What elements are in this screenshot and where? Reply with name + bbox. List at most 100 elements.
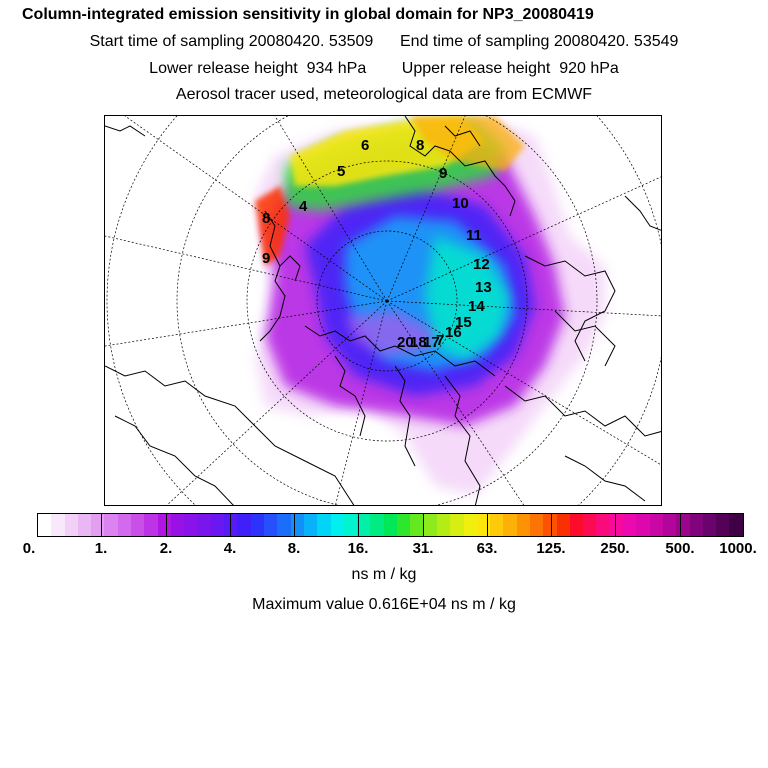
colorbar-swatch [410,514,424,536]
colorbar-swatch [689,514,703,536]
colorbar-tick [294,513,295,537]
day-label: 13 [475,279,492,296]
colorbar-tick [166,513,167,537]
day-label: 18 [410,334,427,351]
end-time: End time of sampling 20080420. 53549 [400,33,679,50]
colorbar-tick [680,513,681,537]
colorbar-swatch [91,514,105,536]
colorbar-swatch [583,514,597,536]
colorbar-swatch [250,514,265,536]
day-label: 16 [445,324,462,341]
colorbar-swatch [357,514,371,536]
colorbar-tick-label: 1000. [719,540,757,557]
colorbar-swatch [104,514,118,536]
colorbar-swatch [436,514,451,536]
map-canvas: 6 5 4 8 9 10 11 12 13 14 15 16 7 8 9 20 … [105,116,661,505]
colorbar-tick-label: 31. [412,540,434,557]
tracer-info: Aerosol tracer used, meteorological data… [175,86,593,103]
colorbar-swatch [636,514,650,536]
colorbar-swatch [463,514,477,536]
colorbar-swatch [77,514,92,536]
colorbar-swatch [184,514,198,536]
colorbar-swatch [450,514,464,536]
colorbar-tick-label: 4. [223,540,237,557]
colorbar-swatch [676,514,690,536]
day-label: 17 [423,334,440,351]
day-label: 8 [262,210,270,227]
sensitivity-map: 6 5 4 8 9 10 11 12 13 14 15 16 7 8 9 20 … [104,115,662,506]
upper-release-height: Upper release height 920 hPa [401,60,619,77]
colorbar-swatch [303,514,318,536]
colorbar-unit: ns m / kg [351,566,417,583]
colorbar-swatch [264,514,278,536]
colorbar-swatch [543,514,557,536]
colorbar-swatch [157,514,171,536]
colorbar-tick [423,513,424,537]
sampling-times: Start time of sampling 20080420. 53509 E… [0,33,768,51]
colorbar-tick [551,513,552,537]
maximum-value: Maximum value 0.616E+04 ns m / kg [252,596,516,613]
colorbar-tick-label: 250. [600,540,630,557]
graticule [105,116,661,505]
colorbar-swatch [290,514,304,536]
day-label: 7 [436,332,444,349]
emission-plume [255,116,605,496]
day-label: 10 [452,195,469,212]
colorbar-tick [101,513,102,537]
colorbar-swatch [237,514,251,536]
colorbar-swatch [51,514,65,536]
colorbar-swatch [596,514,610,536]
colorbar-swatch [170,514,185,536]
trajectory-labels: 6 5 4 8 9 10 11 12 13 14 15 16 7 8 9 20 … [262,137,492,351]
colorbar-swatch [117,514,132,536]
colorbar-tick [358,513,359,537]
day-label: 20 [397,334,414,351]
colorbar-tick-label: 16. [347,540,369,557]
day-label: 5 [337,163,345,180]
colorbar-swatch [330,514,344,536]
colorbar-tick-label: 2. [159,540,173,557]
start-time: Start time of sampling 20080420. 53509 [89,33,374,50]
colorbar-swatch [490,514,504,536]
day-label: 9 [262,250,270,267]
colorbar-tick-label: 8. [287,540,301,557]
colorbar-swatch [197,514,211,536]
day-label: 9 [439,165,447,182]
colorbar-swatch [131,514,145,536]
day-label: 4 [299,198,308,215]
day-label: 14 [468,298,485,315]
colorbar-swatch [397,514,411,536]
colorbar-swatch [556,514,570,536]
day-label: 8 [416,137,424,154]
colorbar-swatch [623,514,637,536]
day-label: 6 [361,137,369,154]
colorbar-swatch [516,514,530,536]
colorbar-swatch [343,514,358,536]
colorbar-swatch [529,514,544,536]
colorbar-swatch [609,514,624,536]
day-label: 11 [466,227,482,244]
map-title: Column-integrated emission sensitivity i… [22,6,594,23]
colorbar [37,513,744,537]
lower-release-height: Lower release height 934 hPa [149,60,367,77]
colorbar-swatch [702,514,717,536]
colorbar-tick-label: 0. [22,540,36,557]
colorbar-swatch [649,514,663,536]
colorbar-swatch [476,514,491,536]
colorbar-swatch [569,514,584,536]
colorbar-tick-label: 63. [476,540,498,557]
colorbar-tick-label: 125. [536,540,566,557]
colorbar-swatch [503,514,517,536]
colorbar-swatch [277,514,291,536]
coastlines [105,116,661,505]
colorbar-swatch [210,514,225,536]
colorbar-swatch [370,514,384,536]
colorbar-tick [487,513,488,537]
colorbar-swatch [383,514,398,536]
colorbar-swatch [423,514,437,536]
colorbar-tick-label: 1. [94,540,108,557]
colorbar-tick-label: 500. [665,540,695,557]
release-heights: Lower release height 934 hPa Upper relea… [0,60,768,78]
colorbar-swatch [317,514,331,536]
day-label: 12 [473,256,490,273]
